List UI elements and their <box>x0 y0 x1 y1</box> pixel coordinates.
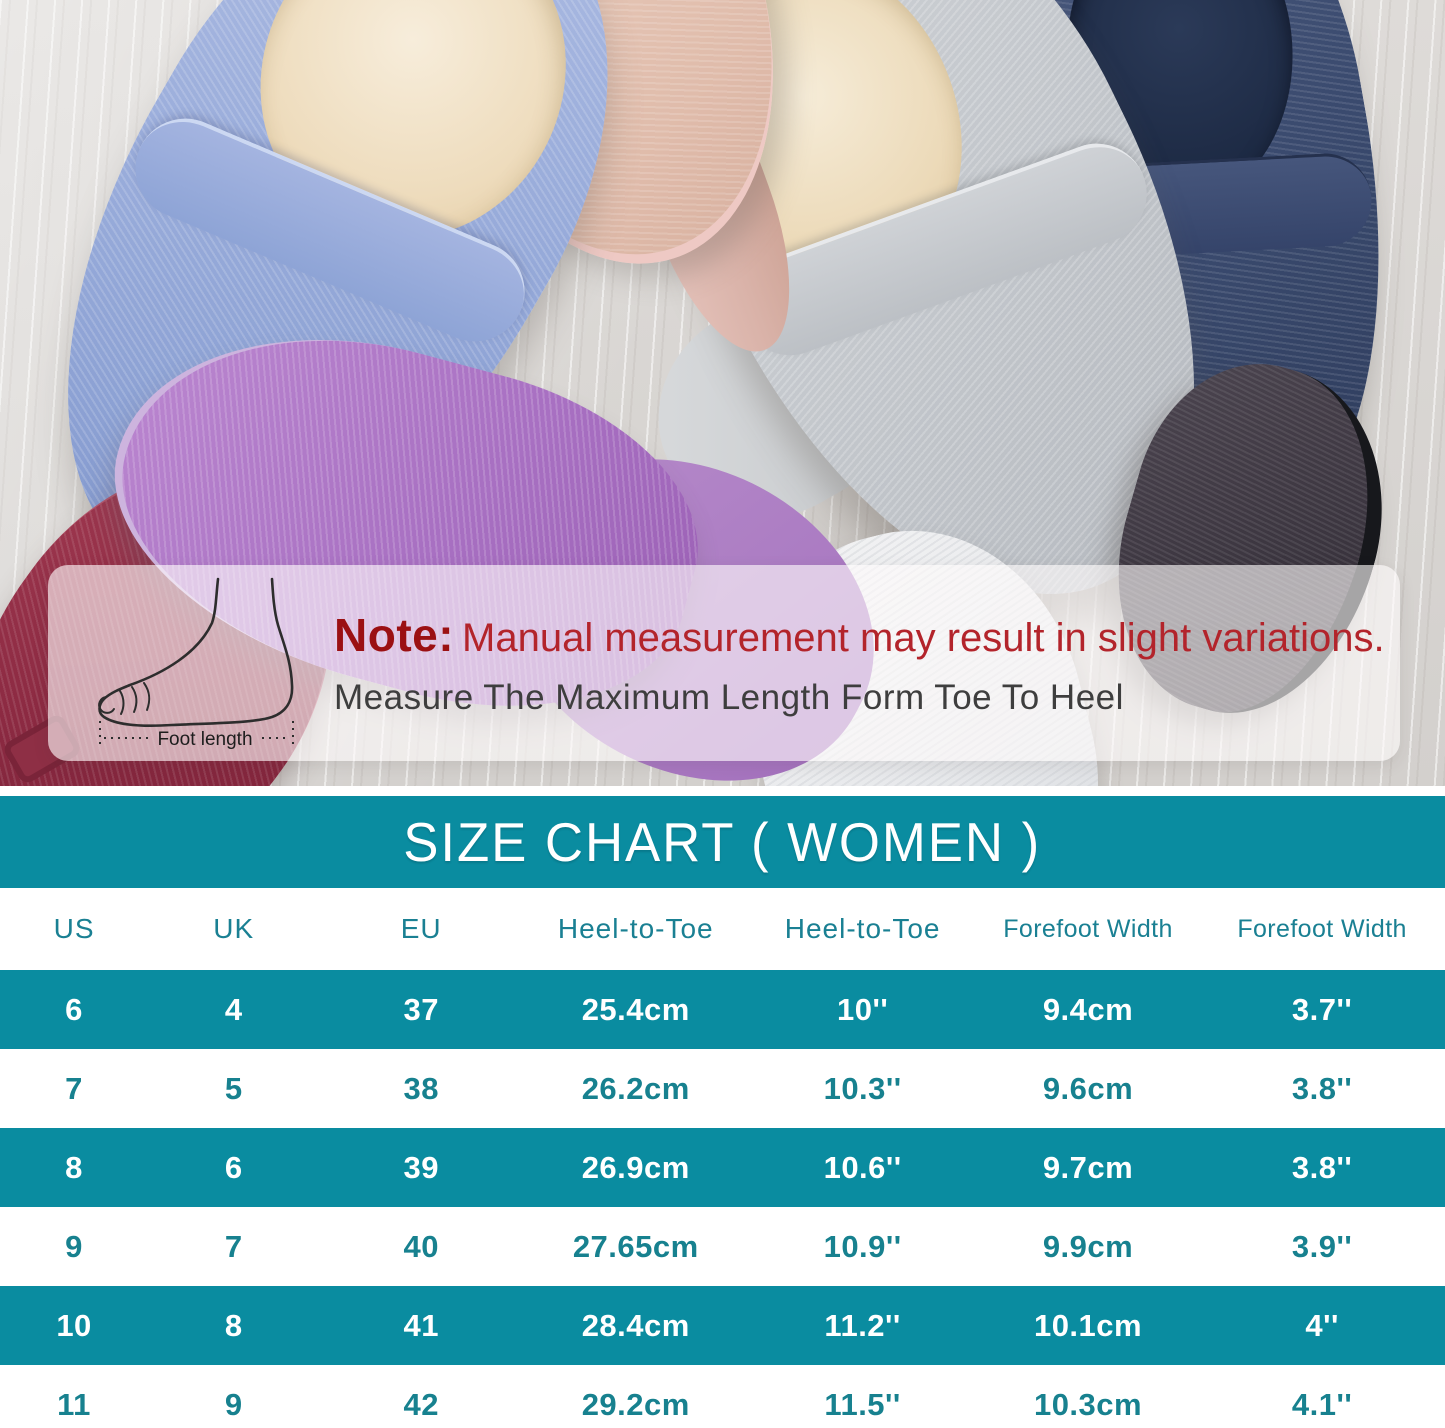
cell-uk: 7 <box>224 1228 243 1264</box>
cell-forefoot-in: 4.1'' <box>1291 1386 1353 1422</box>
cell-us: 10 <box>56 1307 92 1343</box>
note-warning: Manual measurement may result in slight … <box>462 616 1385 660</box>
table-row: 11 9 42 29.2cm 11.5'' 10.3cm 4.1'' <box>0 1365 1445 1428</box>
table-row: 6 4 37 25.4cm 10'' 9.4cm 3.7'' <box>0 970 1445 1049</box>
foot-length-diagram: Foot length <box>98 577 294 750</box>
cell-eu: 38 <box>403 1070 439 1106</box>
cell-heel-in: 11.2'' <box>824 1307 901 1343</box>
cell-us: 11 <box>57 1386 91 1422</box>
cell-eu: 39 <box>403 1149 439 1185</box>
cell-heel-cm: 25.4cm <box>581 991 690 1027</box>
cell-uk: 5 <box>224 1070 243 1106</box>
size-chart-title-band: SIZE CHART ( WOMEN ) <box>0 796 1445 888</box>
note-label: Note: <box>334 609 455 661</box>
cell-forefoot-in: 4'' <box>1305 1307 1339 1343</box>
cell-heel-cm: 29.2cm <box>581 1386 690 1422</box>
cell-forefoot-in: 3.9'' <box>1291 1228 1353 1264</box>
cell-forefoot-in: 3.8'' <box>1291 1070 1353 1106</box>
cell-heel-in: 10.9'' <box>823 1228 902 1264</box>
cell-us: 7 <box>65 1070 83 1106</box>
cell-eu: 41 <box>403 1307 439 1343</box>
size-chart-title: SIZE CHART ( WOMEN ) <box>403 811 1042 873</box>
cell-forefoot-cm: 9.7cm <box>1042 1149 1134 1185</box>
cell-heel-cm: 26.2cm <box>581 1070 690 1106</box>
cell-eu: 40 <box>403 1228 439 1264</box>
column-header-uk: UK <box>213 913 255 944</box>
cell-us: 9 <box>65 1228 83 1264</box>
cell-heel-in: 11.5'' <box>824 1386 901 1422</box>
note-instruction: Measure The Maximum Length Form Toe To H… <box>334 678 1124 717</box>
cell-forefoot-in: 3.8'' <box>1291 1149 1353 1185</box>
cell-forefoot-in: 3.7'' <box>1291 991 1353 1027</box>
cell-eu: 42 <box>403 1386 439 1422</box>
note-text-block: Note: Manual measurement may result in s… <box>326 608 1415 718</box>
cell-us: 8 <box>65 1149 83 1185</box>
cell-forefoot-cm: 9.6cm <box>1042 1070 1134 1106</box>
cell-uk: 8 <box>224 1307 243 1343</box>
cell-heel-cm: 27.65cm <box>572 1228 699 1264</box>
column-header-heel-to-toe-cm: Heel-to-Toe <box>557 913 714 944</box>
note-line: Note: Manual measurement may result in s… <box>334 608 1385 662</box>
cell-forefoot-cm: 9.4cm <box>1042 991 1134 1027</box>
column-header-us: US <box>53 913 95 944</box>
column-header-heel-to-toe-in: Heel-to-Toe <box>784 913 941 944</box>
table-row: 7 5 38 26.2cm 10.3'' 9.6cm 3.8'' <box>0 1049 1445 1128</box>
column-header-eu: EU <box>400 913 442 944</box>
cell-us: 6 <box>65 991 83 1027</box>
divider <box>0 786 1445 796</box>
column-header-forefoot-cm: Forefoot Width <box>1003 914 1173 943</box>
measurement-note-panel: Foot length Note: Manual measurement may… <box>48 565 1400 761</box>
cell-uk: 9 <box>224 1386 243 1422</box>
cell-heel-in: 10.3'' <box>823 1070 902 1106</box>
slippers-photo: Foot length Note: Manual measurement may… <box>0 0 1445 786</box>
table-row: 8 6 39 26.9cm 10.6'' 9.7cm 3.8'' <box>0 1128 1445 1207</box>
foot-length-label: Foot length <box>157 729 252 750</box>
cell-forefoot-cm: 10.3cm <box>1033 1386 1143 1422</box>
cell-forefoot-cm: 9.9cm <box>1042 1228 1134 1264</box>
table-row: 10 8 41 28.4cm 11.2'' 10.1cm 4'' <box>0 1286 1445 1365</box>
cell-eu: 37 <box>403 991 439 1027</box>
cell-heel-in: 10.6'' <box>823 1149 902 1185</box>
table-row: 9 7 40 27.65cm 10.9'' 9.9cm 3.9'' <box>0 1207 1445 1286</box>
column-header-forefoot-in: Forefoot Width <box>1237 914 1407 943</box>
size-chart-header-row: US UK EU Heel-to-Toe Heel-to-Toe Forefoo… <box>0 888 1445 970</box>
cell-forefoot-cm: 10.1cm <box>1033 1307 1143 1343</box>
cell-heel-cm: 26.9cm <box>581 1149 690 1185</box>
cell-uk: 6 <box>224 1149 243 1185</box>
cell-uk: 4 <box>224 991 243 1027</box>
cell-heel-in: 10'' <box>837 991 889 1027</box>
cell-heel-cm: 28.4cm <box>581 1307 690 1343</box>
